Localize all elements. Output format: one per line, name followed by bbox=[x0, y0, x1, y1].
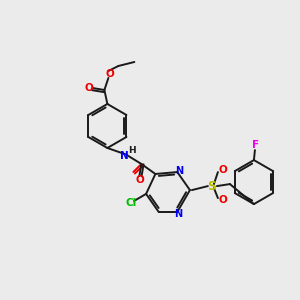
Text: Cl: Cl bbox=[125, 198, 137, 208]
Text: N: N bbox=[175, 166, 183, 176]
Text: N: N bbox=[120, 151, 129, 161]
Text: O: O bbox=[218, 195, 227, 205]
Text: O: O bbox=[135, 175, 144, 185]
Text: O: O bbox=[84, 83, 93, 93]
Text: S: S bbox=[207, 180, 216, 193]
Text: N: N bbox=[174, 209, 182, 219]
Text: H: H bbox=[129, 146, 136, 155]
Text: F: F bbox=[252, 140, 260, 150]
Text: O: O bbox=[218, 165, 227, 175]
Text: O: O bbox=[105, 69, 114, 79]
